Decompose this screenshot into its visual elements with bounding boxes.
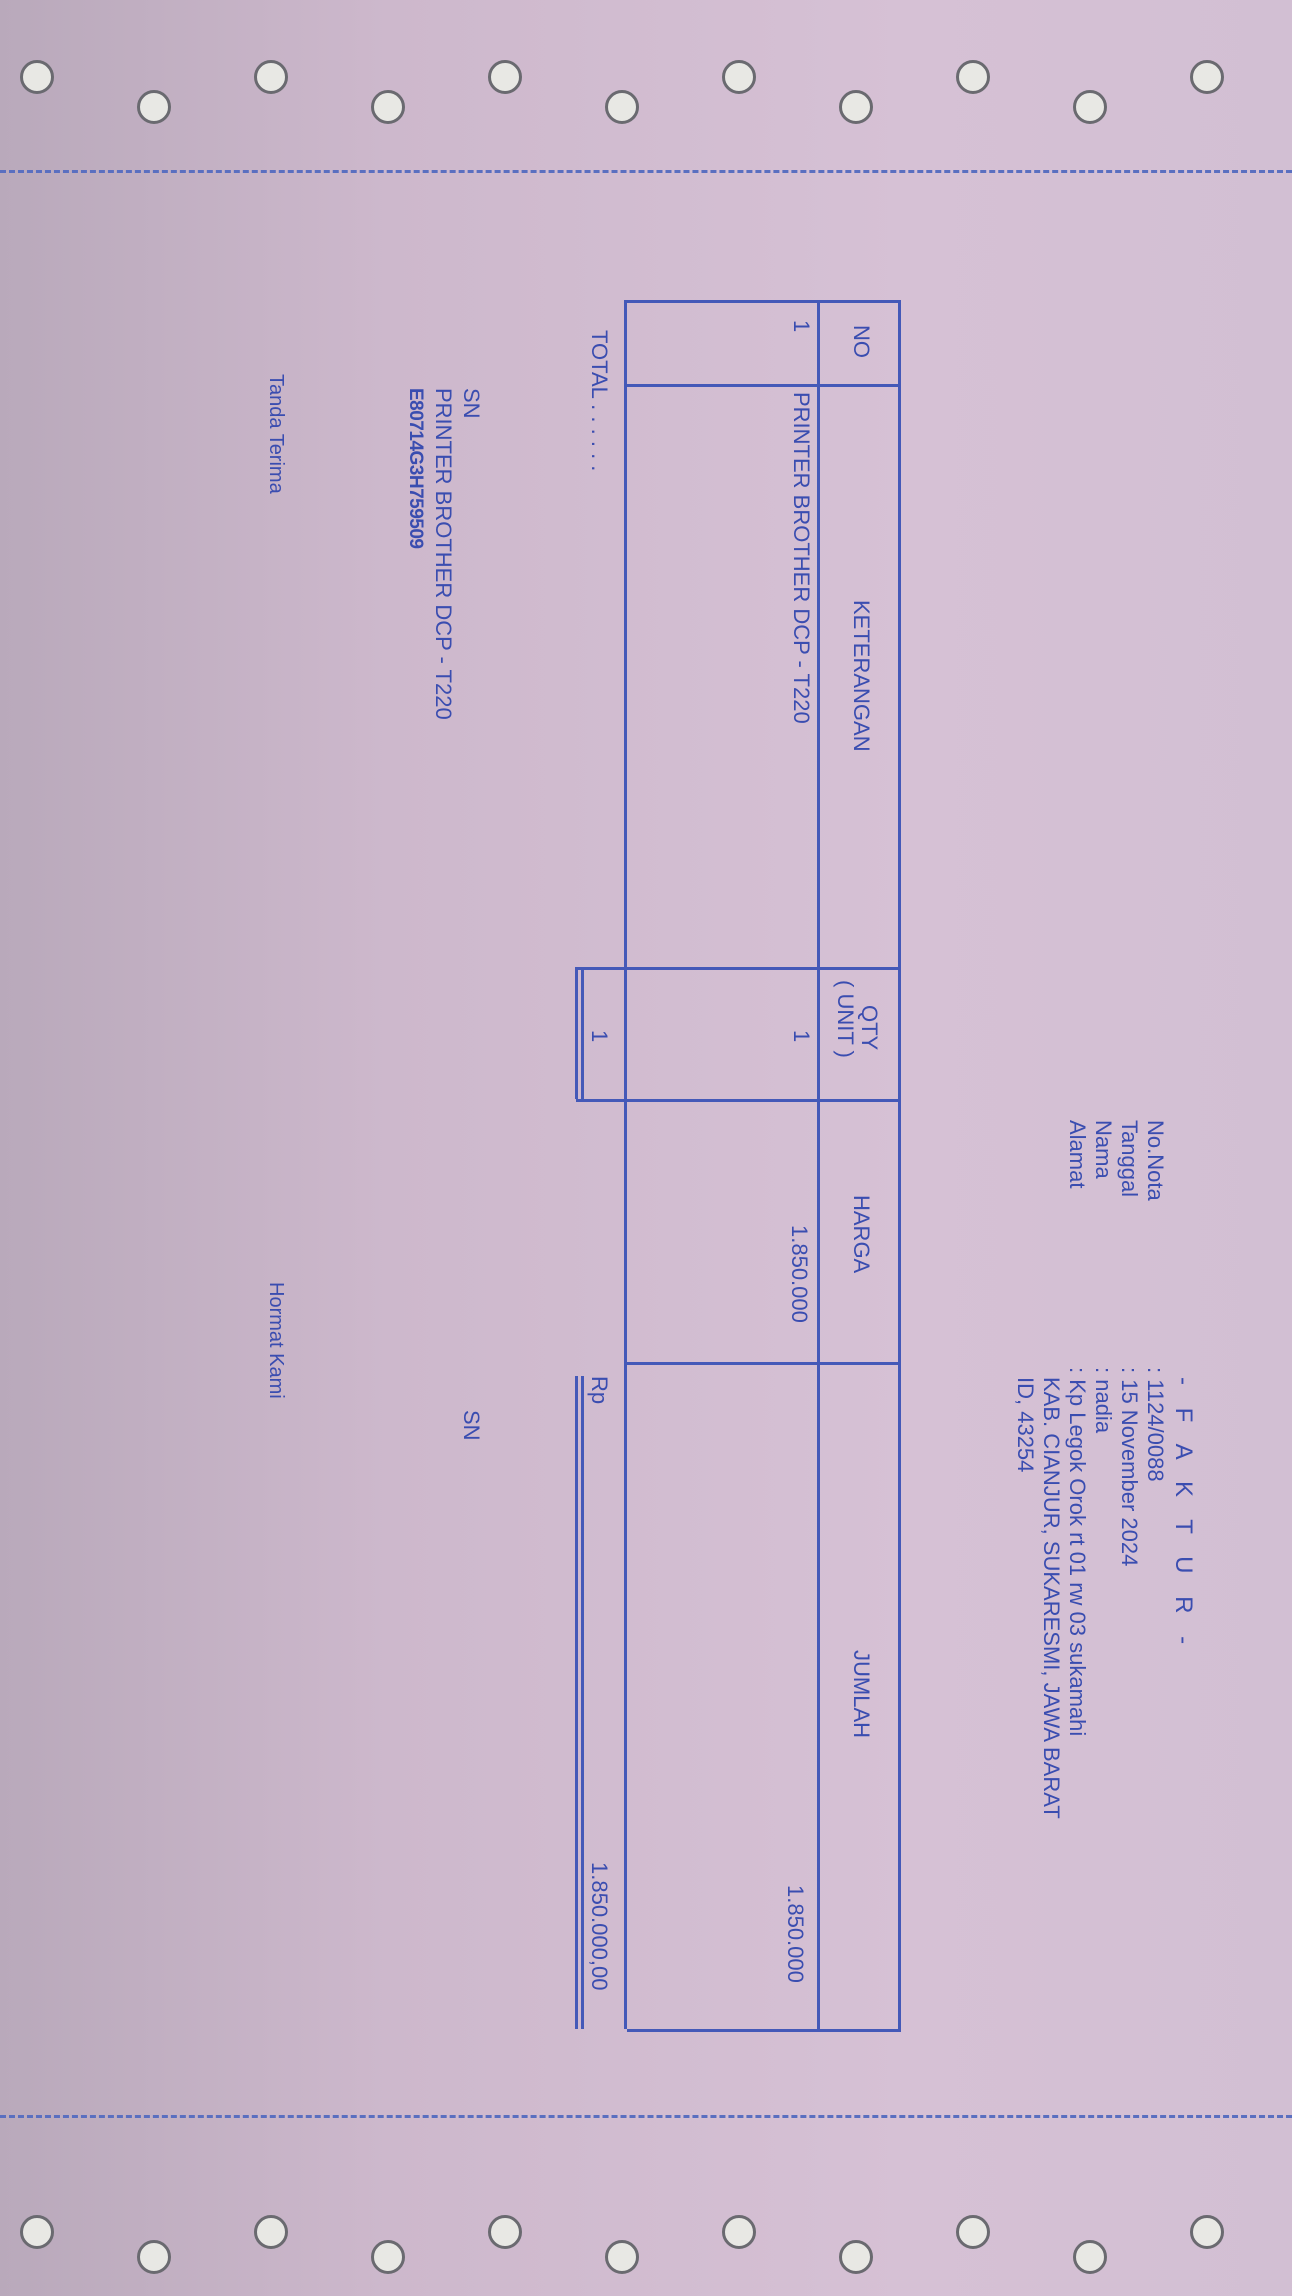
total-label: TOTAL . . . . . . — [587, 330, 612, 472]
address-line-3: ID, 43254 — [1013, 1377, 1038, 1473]
table-border-left — [627, 300, 901, 303]
table-border-top — [898, 300, 901, 2029]
perforation-line-top — [0, 170, 1292, 173]
value-tanggal: : 15 November 2024 — [1117, 1367, 1142, 1567]
tractor-hole-icon — [1073, 90, 1107, 124]
sn-label-right: SN — [459, 1410, 484, 1441]
total-qty: 1 — [587, 1030, 612, 1043]
col-header-keterangan: KETERANGAN — [849, 600, 874, 752]
tractor-hole-icon — [20, 60, 54, 94]
signature-hormat-kami: Hormat Kami — [265, 1282, 287, 1399]
tractor-hole-icon — [1073, 2240, 1107, 2274]
tractor-hole-icon — [839, 2240, 873, 2274]
tractor-hole-icon — [371, 90, 405, 124]
invoice-title: - F A K T U R - — [1170, 1377, 1197, 1653]
table-header-divider — [817, 300, 820, 2029]
value-alamat: : Kp Legok Orok rt 01 rw 03 sukamahi — [1065, 1367, 1090, 1737]
serial-number: E80714G3H759509 — [405, 388, 426, 549]
tractor-hole-icon — [839, 90, 873, 124]
signature-tanda-terima: Tanda Terima — [265, 374, 287, 494]
tractor-hole-icon — [1190, 2215, 1224, 2249]
tractor-hole-icon — [137, 2240, 171, 2274]
col-header-no: NO — [849, 325, 874, 358]
tractor-hole-icon — [488, 2215, 522, 2249]
cell-keterangan: PRINTER BROTHER DCP - T220 — [789, 392, 814, 724]
tractor-hole-icon — [722, 60, 756, 94]
cell-jumlah: 1.850.000 — [783, 1885, 808, 1983]
value-no-nota: : 1124/0088 — [1143, 1367, 1168, 1482]
total-qty-underline — [575, 967, 578, 1099]
label-alamat: Alamat — [1065, 1120, 1090, 1189]
value-nama: : nadia — [1091, 1367, 1116, 1434]
tractor-hole-icon — [722, 2215, 756, 2249]
column-divider — [576, 967, 901, 970]
tractor-hole-icon — [488, 60, 522, 94]
total-currency: Rp — [587, 1376, 612, 1405]
label-tanggal: Tanggal — [1117, 1120, 1142, 1198]
total-amount-underline — [575, 1376, 578, 2029]
tractor-hole-icon — [1190, 60, 1224, 94]
total-amount: 1.850.000,00 — [587, 1862, 612, 1991]
sn-product: PRINTER BROTHER DCP - T220 — [431, 388, 456, 720]
sn-label: SN — [459, 388, 484, 419]
label-no-nota: No.Nota — [1143, 1120, 1168, 1201]
column-divider — [576, 1099, 901, 1102]
tractor-hole-icon — [20, 2215, 54, 2249]
tractor-hole-icon — [605, 90, 639, 124]
tractor-hole-icon — [956, 60, 990, 94]
tractor-hole-icon — [137, 90, 171, 124]
table-border-bottom — [624, 300, 627, 2029]
total-qty-underline — [581, 967, 584, 1099]
tractor-hole-icon — [371, 2240, 405, 2274]
cell-harga: 1.850.000 — [787, 1225, 812, 1323]
address-line-2: KAB. CIANJUR, SUKARESMI, JAWA BARAT — [1039, 1377, 1064, 1819]
col-header-harga: HARGA — [849, 1195, 874, 1274]
table-border-right — [627, 2029, 901, 2032]
label-nama: Nama — [1091, 1120, 1116, 1179]
total-amount-underline — [581, 1376, 584, 2029]
column-divider — [627, 1362, 901, 1365]
tractor-hole-icon — [956, 2215, 990, 2249]
col-header-qty: QTY — [857, 1005, 882, 1051]
tractor-hole-icon — [254, 60, 288, 94]
col-header-unit: ( UNIT ) — [833, 980, 858, 1058]
cell-qty: 1 — [789, 1030, 814, 1043]
tractor-hole-icon — [254, 2215, 288, 2249]
tractor-hole-icon — [605, 2240, 639, 2274]
col-header-jumlah: JUMLAH — [849, 1650, 874, 1739]
column-divider — [627, 384, 901, 387]
cell-no: 1 — [789, 320, 814, 333]
perforation-line-bottom — [0, 2115, 1292, 2118]
